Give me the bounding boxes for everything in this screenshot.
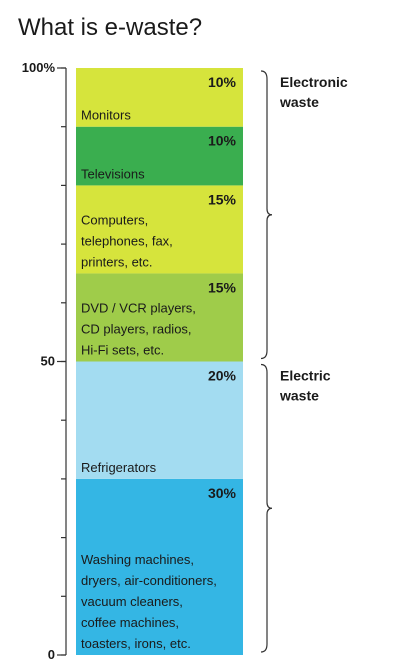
bar-segment — [76, 68, 243, 127]
segment-category-label: dryers, air-conditioners, — [81, 573, 217, 588]
group-brace — [260, 70, 273, 360]
segment-category-label: coffee machines, — [81, 615, 179, 630]
bar-segment — [76, 273, 243, 362]
segment-category-label: printers, etc. — [81, 254, 153, 269]
y-axis-tick-label: 50 — [41, 354, 55, 369]
segment-category-label: vacuum cleaners, — [81, 594, 183, 609]
segment-percent-label: 30% — [208, 485, 237, 501]
segment-percent-label: 10% — [208, 74, 237, 90]
segment-category-label: Computers, — [81, 212, 148, 227]
segment-percent-label: 15% — [208, 191, 237, 207]
group-label: waste — [279, 388, 319, 404]
y-axis-tick-label: 0 — [48, 647, 55, 662]
bar-segment — [76, 478, 243, 655]
bar-segment — [76, 126, 243, 186]
segment-category-label: Washing machines, — [81, 552, 194, 567]
chart-title: What is e-waste? — [18, 14, 203, 41]
segment-category-label: DVD / VCR players, — [81, 301, 196, 316]
segment-percent-label: 20% — [208, 368, 237, 384]
segment-percent-label: 10% — [208, 133, 237, 149]
segment-category-label: CD players, radios, — [81, 322, 192, 337]
segment-category-label: Refrigerators — [81, 460, 157, 475]
bar-segment — [76, 361, 243, 479]
group-label: Electric — [280, 368, 331, 384]
y-axis-tick-label: 100% — [22, 60, 56, 75]
group-label: Electronic — [280, 74, 348, 90]
segment-category-label: Hi-Fi sets, etc. — [81, 343, 164, 358]
group-brace — [260, 363, 273, 653]
segment-category-label: Monitors — [81, 108, 131, 123]
group-label: waste — [279, 94, 319, 110]
segment-category-label: Televisions — [81, 166, 145, 181]
bar-segment — [76, 185, 243, 274]
segment-percent-label: 15% — [208, 279, 237, 295]
segment-category-label: toasters, irons, etc. — [81, 636, 191, 651]
segment-category-label: telephones, fax, — [81, 233, 173, 248]
